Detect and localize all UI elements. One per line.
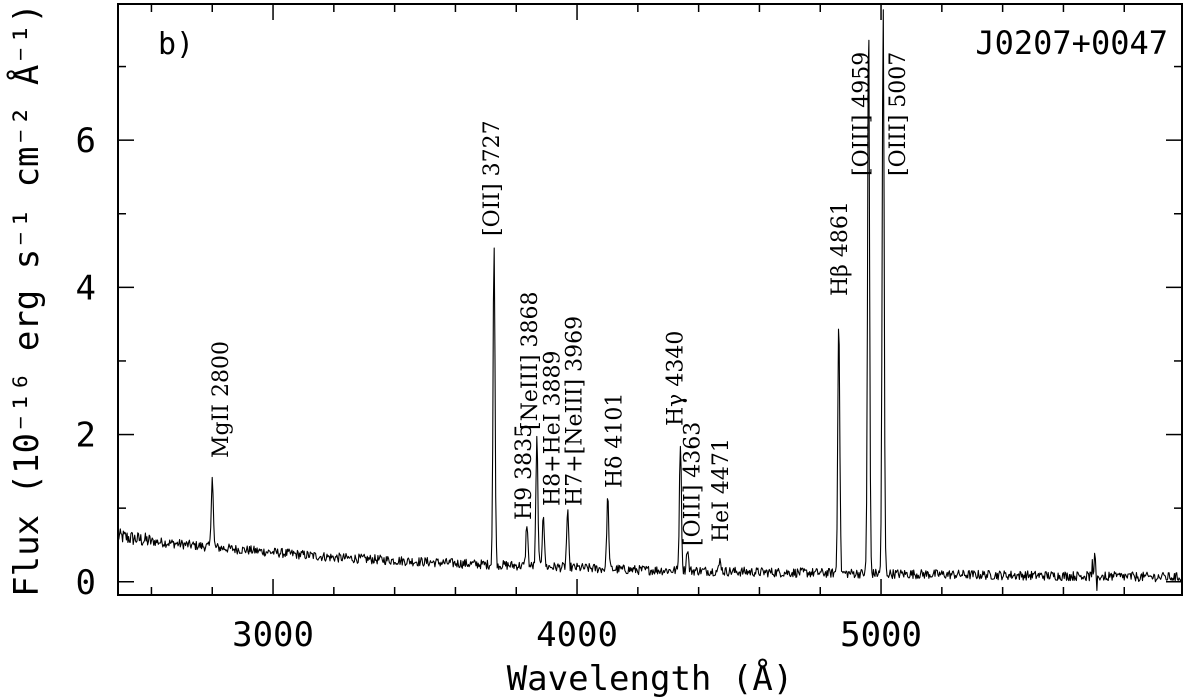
y-axis-label: Flux (10⁻¹⁶ erg s⁻¹ cm⁻² Å⁻¹): [6, 3, 47, 597]
emission-line-label: H8+HeI 3889: [540, 351, 565, 507]
emission-line-label: [OIII] 5007: [886, 52, 911, 176]
emission-line-label: Hδ 4101: [603, 393, 628, 488]
emission-line-label: [OIII] 4363: [680, 422, 705, 546]
x-tick-label: 3000: [232, 615, 314, 655]
object-name: J0207+0047: [975, 24, 1168, 62]
y-tick-label: 4: [76, 268, 96, 308]
spectrum-line: [117, 9, 1183, 592]
emission-line-labels: MgII 2800 [OII] 3727 H9 3835[NeIII] 3868H8…: [209, 52, 911, 546]
emission-line-label: [OIII] 4959: [850, 52, 875, 176]
x-tick-label: 5000: [840, 615, 922, 655]
panel-label: b): [158, 27, 194, 62]
emission-line-label: Hγ 4340: [663, 331, 688, 426]
emission-line-label: H9 3835: [512, 424, 537, 520]
x-axis-label: Wavelength (Å): [507, 658, 794, 699]
tick-labels: 3000 4000 5000 0 2 4 6: [76, 121, 922, 655]
emission-line-label: [NeIII] 3868: [518, 292, 543, 431]
plot-frame: [117, 3, 1183, 596]
y-tick-label: 0: [76, 563, 96, 603]
axis-ticks: [118, 4, 1182, 595]
emission-line-label: HeI 4471: [709, 438, 734, 542]
emission-line-label: MgII 2800: [209, 341, 234, 458]
y-tick-label: 2: [76, 416, 96, 456]
emission-line-label: [OII] 3727: [480, 120, 505, 236]
emission-line-label: H7+[NeIII] 3969: [563, 316, 588, 506]
x-tick-label: 4000: [536, 615, 618, 655]
emission-line-label: Hβ 4861: [828, 201, 853, 296]
y-tick-label: 6: [76, 121, 96, 161]
